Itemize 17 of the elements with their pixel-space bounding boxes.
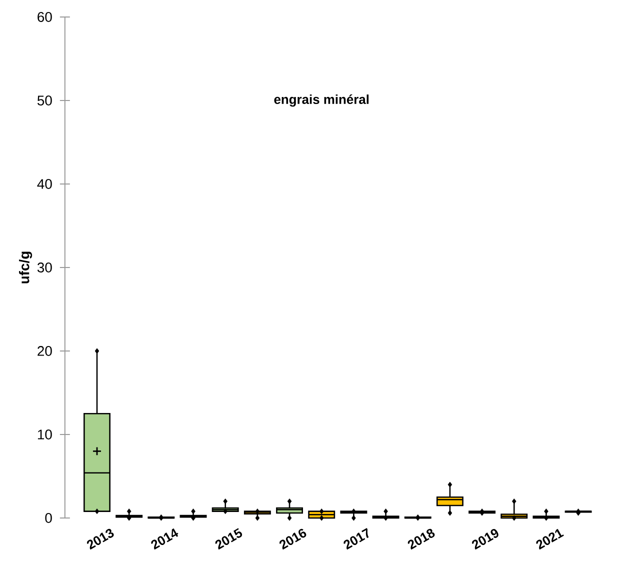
y-tick-label: 10 [38,430,52,440]
y-tick-label: 50 [37,96,52,106]
x-tick-label: 2017 [344,528,369,550]
y-axis-title: ufc/g [19,252,32,284]
x-tick-label: 2019 [472,528,498,550]
y-tick-label: 30 [37,262,52,272]
y-tick-label: 0 [45,513,52,523]
x-tick-label: 2018 [408,528,435,550]
x-tick-label: 2013 [87,528,114,550]
x-tick-label: 2016 [280,528,306,550]
x-tick-label: 2021 [536,528,564,550]
x-tick-label: 2014 [151,528,178,550]
y-tick-label: 20 [38,346,52,356]
text: engrais minéral [274,94,369,107]
y-tick-label: 60 [38,12,52,22]
y-tick-label: 40 [37,179,52,189]
x-tick-label: 2015 [215,528,242,550]
